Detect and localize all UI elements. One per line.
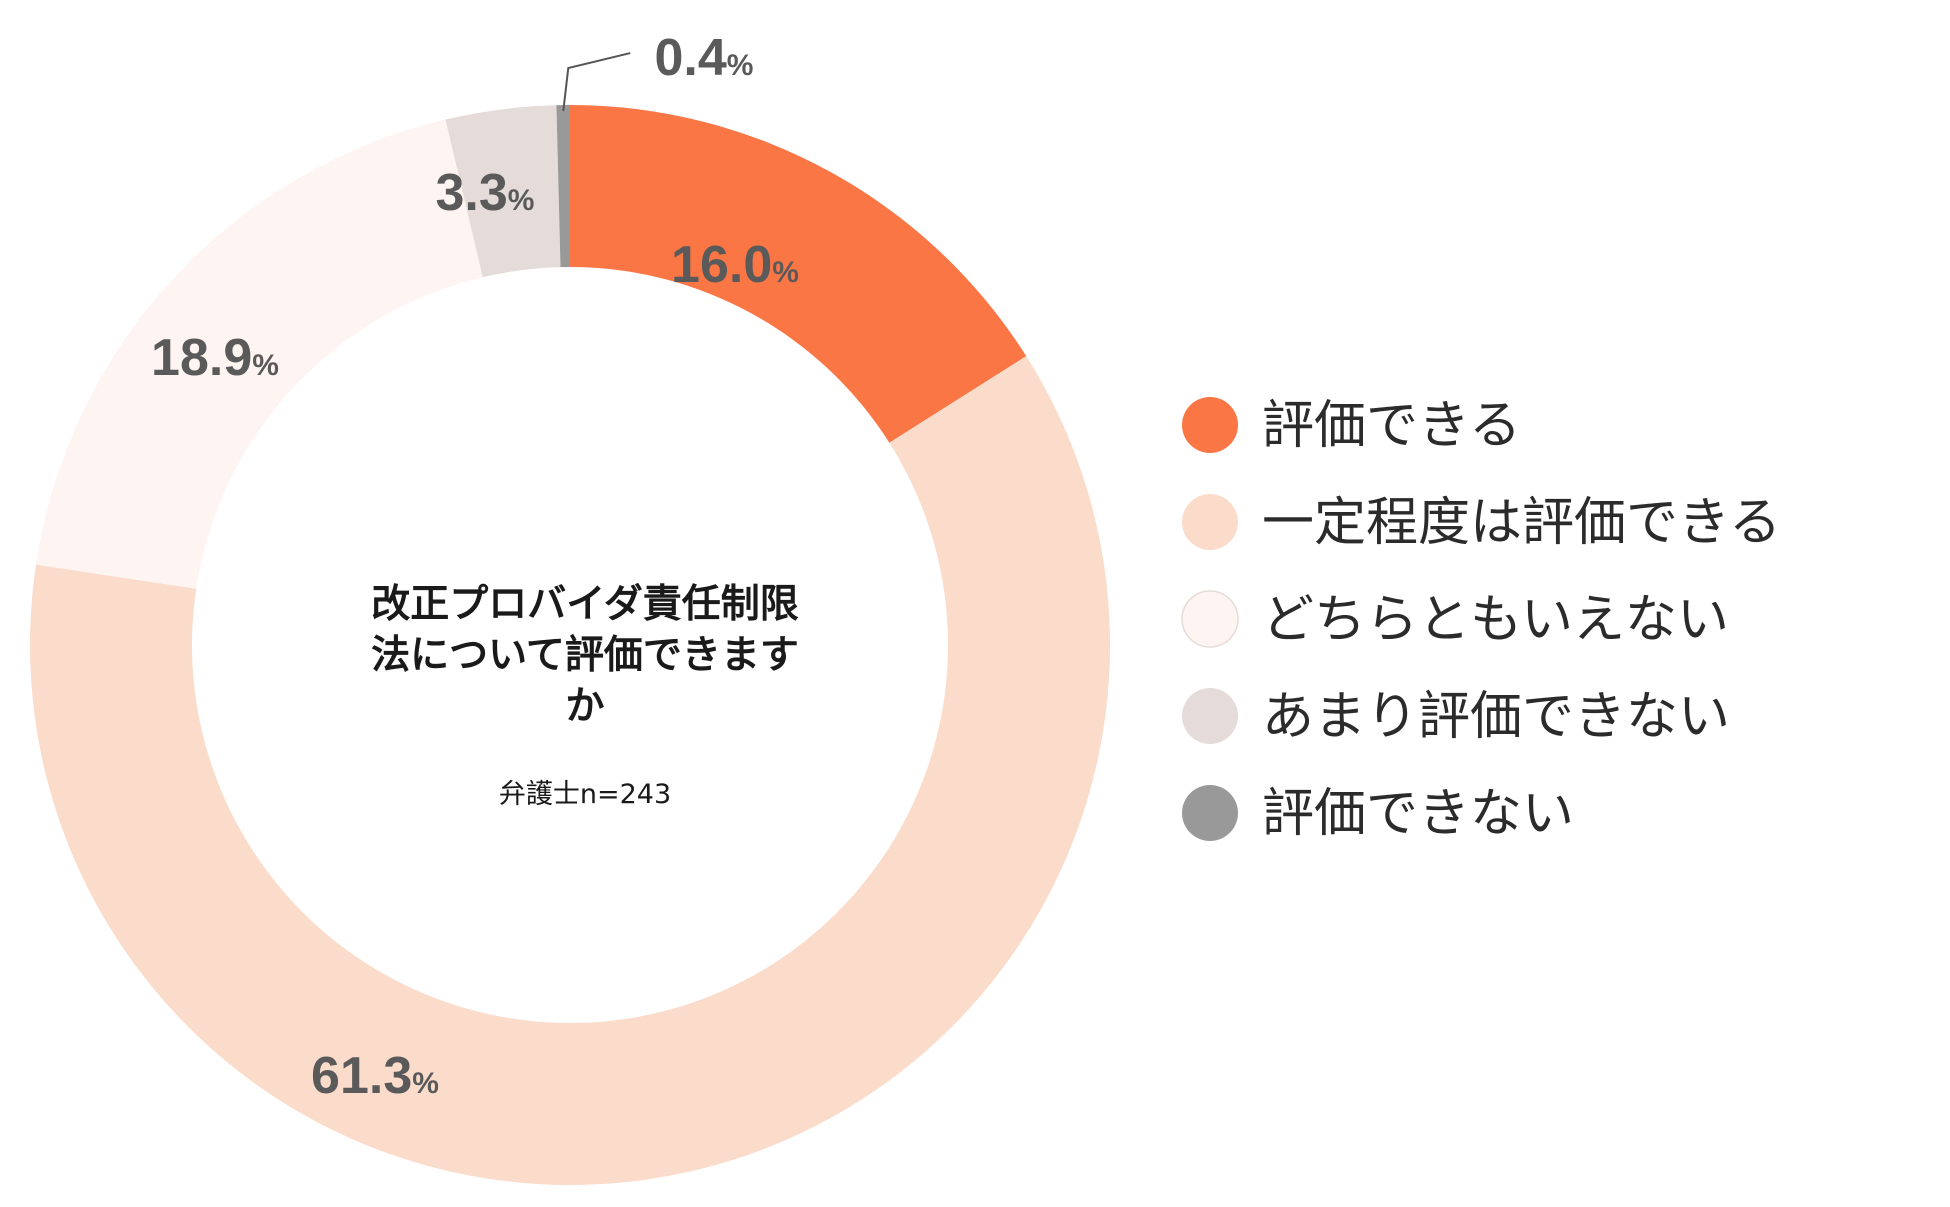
slice-3 [36,119,483,589]
slice-5 [556,105,570,268]
leader-layer [562,52,631,112]
legend-marker-5 [1182,785,1238,841]
legend-marker-3 [1181,590,1239,648]
slice-2 [29,356,1111,1186]
legend-label-2: 一定程度は評価できる [1262,493,1781,553]
data-label-4: 3.3% [436,164,535,222]
center-title-line-2: 法について評価できます [371,633,799,678]
data-label-5: 0.4% [655,29,754,87]
legend-label-1: 評価できる [1262,396,1521,456]
legend-label-3: どちらともいえない [1262,590,1729,650]
legend-item-3: どちらともいえない [1181,590,1729,650]
data-label-1: 16.0% [671,236,799,294]
data-label-2: 61.3% [311,1047,439,1105]
center-title-group: 改正プロバイダ責任制限 法について評価できます か 弁護士n=243 [371,582,799,810]
legend-marker-4 [1182,688,1238,744]
labels-layer: 16.0% 61.3% 18.9% 3.3% 0.4% [151,29,799,1105]
leader-line-0-4 [562,52,631,112]
legend-item-1: 評価できる [1182,396,1521,456]
center-subtitle: 弁護士n=243 [499,779,671,810]
center-title-line-3: か [565,684,604,729]
center-title-line-1: 改正プロバイダ責任制限 [371,582,798,627]
legend-label-5: 評価できない [1262,784,1574,844]
legend-marker-2 [1182,494,1238,550]
legend-item-5: 評価できない [1182,784,1574,844]
slice-4 [445,105,561,278]
legend-item-2: 一定程度は評価できる [1182,493,1781,553]
legend-marker-1 [1182,397,1238,453]
slices-layer [29,105,1111,1186]
legend-label-4: あまり評価できない [1262,687,1730,747]
slice-1 [570,105,1027,443]
legend-item-4: あまり評価できない [1182,687,1730,747]
data-label-3: 18.9% [151,329,279,387]
